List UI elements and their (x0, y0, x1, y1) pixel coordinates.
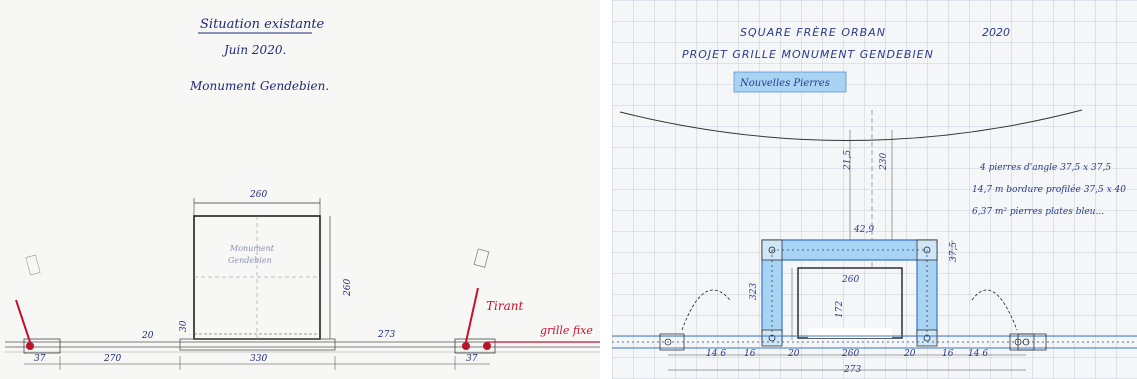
inner-white-band (808, 328, 892, 338)
dim-146-left: 14 6 (706, 349, 726, 359)
right-post-bolt-b-icon (483, 342, 491, 350)
dim-16-left: 16 (744, 349, 756, 359)
dim-left-270: 270 (103, 354, 121, 364)
right-title-line2: PROJET GRILLE MONUMENT GENDEBIEN (682, 48, 934, 61)
dim-small-30: 30 (179, 320, 189, 332)
dim-230: 230 (879, 153, 889, 171)
monument-box (193, 215, 321, 340)
dim-146-right: 14 6 (968, 349, 988, 359)
gate-swing-arc-right (971, 289, 1018, 331)
right-post-bolt-a-icon (462, 342, 470, 350)
right-year: 2020 (982, 26, 1010, 39)
post-right-b-bolt-icon (1022, 338, 1030, 346)
dim-left-37: 37 (34, 354, 46, 364)
existing-situation-drawing: Situation existante Juin 2020. Monument … (5, 17, 600, 370)
existing-situation-sheet: Situation existante Juin 2020. Monument … (5, 17, 600, 370)
gate-swing-arc-left (681, 289, 731, 331)
dim-16-right: 16 (942, 349, 954, 359)
left-post-bolt-icon (26, 342, 34, 350)
dim-top-width: 260 (249, 190, 267, 200)
left-title: Situation existante (200, 17, 325, 32)
left-subject: Monument Gendebien. (189, 79, 329, 93)
dim-right-37: 37 (466, 354, 478, 364)
new-stones-badge (733, 71, 847, 93)
dim-20-right: 20 (903, 349, 916, 359)
left-post (23, 338, 61, 354)
dim-bottom-330: 330 (250, 354, 267, 364)
right-title-line1: SQUARE FRÈRE ORBAN (740, 26, 886, 39)
monument-label-2: Gendebien (228, 256, 272, 265)
new-stone-frame (761, 239, 938, 341)
project-sheet: SQUARE FRÈRE ORBAN 2020 PROJET GRILLE MO… (612, 0, 1137, 379)
sheet-divider (600, 0, 612, 379)
dim-20-left: 20 (787, 349, 800, 359)
dim-bottom-273: 273 (843, 365, 861, 375)
project-drawing: SQUARE FRÈRE ORBAN 2020 PROJET GRILLE MO… (612, 26, 1137, 375)
right-tie-rod-anchor (473, 248, 490, 268)
dim-bottom-260: 260 (841, 349, 859, 359)
plinth (179, 338, 336, 351)
dim-side-height: 260 (343, 279, 353, 297)
dim-215: 21,5 (843, 150, 853, 171)
dim-inner-172: 172 (835, 301, 845, 318)
left-tie-rod-anchor (25, 254, 41, 276)
left-date: Juin 2020. (221, 43, 286, 57)
corner-bolt-tl-icon (768, 246, 776, 254)
note-line-3: 6,37 m² pierres plates bleu... (972, 207, 1104, 217)
grille-label: grille fixe (540, 324, 593, 337)
dim-375: 37,5 (949, 242, 959, 262)
new-stones-badge-label: Nouvelles Pierres (739, 78, 830, 89)
post-right-b (1017, 333, 1047, 351)
dim-right-273: 273 (377, 330, 395, 340)
dim-429: 42,9 (853, 225, 874, 235)
dim-inner-260: 260 (841, 275, 859, 285)
dim-small-20: 20 (141, 331, 154, 341)
post-left-bolt-icon (664, 338, 672, 346)
monument-label-1: Monument (229, 244, 275, 253)
right-post (454, 338, 496, 354)
tirant-label: Tirant (486, 299, 523, 313)
note-line-2: 14,7 m bordure profilée 37,5 x 40 (972, 184, 1126, 195)
post-left (659, 333, 685, 351)
right-tie-rod (465, 287, 479, 343)
note-line-1: 4 pierres d'angle 37,5 x 37,5 (979, 163, 1111, 173)
dim-323: 323 (749, 283, 759, 300)
left-tie-rod (15, 299, 31, 343)
curved-path-edge (619, 109, 1083, 141)
